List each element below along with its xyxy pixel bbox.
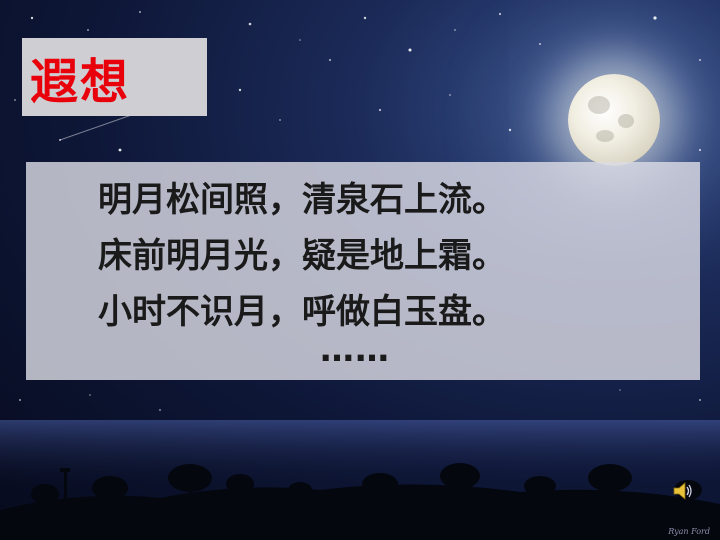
poem-panel: 明月松间照，清泉石上流。 床前明月光，疑是地上霜。 小时不识月，呼做白玉盘。 ……: [26, 162, 700, 380]
poem-line-3: 小时不识月，呼做白玉盘。: [98, 292, 506, 332]
slide-title: 遐想: [30, 54, 131, 110]
title-box: 遐想: [22, 38, 207, 116]
poem-line-1: 明月松间照，清泉石上流。: [98, 180, 506, 220]
poem-line-2: 床前明月光，疑是地上霜。: [98, 236, 506, 276]
speaker-icon[interactable]: [672, 480, 694, 502]
poem-ellipsis: ……: [320, 330, 390, 370]
credit-text: Ryan Ford: [668, 527, 710, 536]
landscape-silhouette: [0, 420, 720, 540]
moon: [568, 74, 660, 166]
